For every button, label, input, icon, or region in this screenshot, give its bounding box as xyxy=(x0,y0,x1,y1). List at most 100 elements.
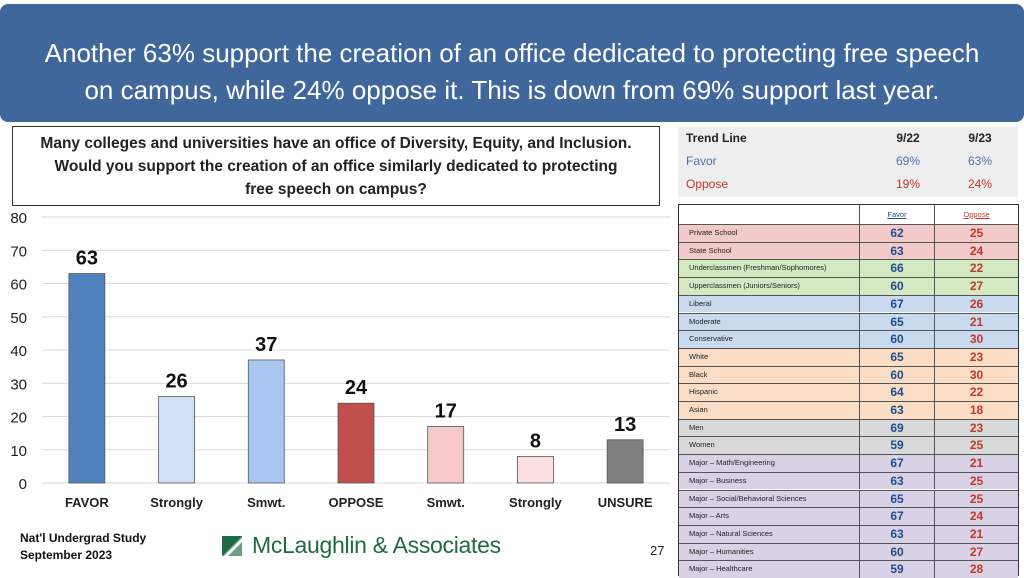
logo-mark-icon xyxy=(222,536,242,556)
footer-line-2: September 2023 xyxy=(20,548,113,562)
subgroup-oppose-value: 30 xyxy=(934,366,1018,384)
subgroup-favor-value: 60 xyxy=(859,331,934,348)
subgroup-label: State School xyxy=(679,242,859,260)
y-tick-label: 70 xyxy=(10,243,27,260)
subgroup-label: Asian xyxy=(679,402,859,419)
question-line-2: Would you support the creation of an off… xyxy=(54,158,618,175)
bar xyxy=(158,396,195,484)
subgroup-favor-value: 67 xyxy=(859,455,934,472)
subgroup-oppose-value: 26 xyxy=(934,295,1018,313)
subgroup-row: Major – Natural Sciences 63 21 xyxy=(679,524,1018,543)
y-tick-label: 10 xyxy=(10,443,27,460)
subgroup-oppose-value: 22 xyxy=(934,384,1018,401)
bar xyxy=(68,273,106,484)
data-label: 8 xyxy=(530,430,541,452)
subgroup-favor-value: 60 xyxy=(859,366,934,384)
subgroup-row: Major – Healthcare 59 28 xyxy=(679,560,1018,578)
y-tick-label: 40 xyxy=(10,343,27,360)
subgroup-favor-value: 65 xyxy=(859,348,934,366)
subgroup-label: Private School xyxy=(679,225,859,242)
banner-line-1: Another 63% support the creation of an o… xyxy=(44,38,980,68)
x-category-label: OPPOSE xyxy=(329,495,384,510)
trend-favor-2: 63% xyxy=(967,154,993,168)
subgroup-favor-value: 67 xyxy=(859,295,934,313)
subgroup-oppose-value: 24 xyxy=(934,508,1018,525)
subgroup-favor-value: 66 xyxy=(859,260,934,278)
y-tick-label: 0 xyxy=(19,476,27,493)
subgroup-row: Major – Humanities 60 27 xyxy=(679,542,1018,561)
subgroup-row: Liberal 67 26 xyxy=(679,294,1018,313)
subgroup-row: Major – Arts 67 24 xyxy=(679,507,1018,525)
subgroup-favor-value: 60 xyxy=(859,543,934,561)
subgroup-favor-value: 65 xyxy=(859,313,934,331)
subgroup-label: Black xyxy=(679,366,859,384)
subgroup-row: Underclassmen (Freshman/Sophomores) 66 22 xyxy=(679,259,1018,278)
trend-header-label: Trend Line xyxy=(686,131,747,145)
subgroup-label: Major – Social/Behavioral Sciences xyxy=(679,490,859,508)
subgroup-row: Hispanic 64 22 xyxy=(679,383,1018,401)
bar xyxy=(247,359,285,484)
x-category-label: Strongly xyxy=(150,495,203,510)
subgroup-favor-value: 60 xyxy=(859,278,934,295)
subgroup-row: Moderate 65 21 xyxy=(679,312,1018,331)
subgroup-oppose-value: 18 xyxy=(934,402,1018,419)
data-label: 13 xyxy=(614,414,636,436)
subgroup-oppose-value: 23 xyxy=(934,419,1018,437)
data-label: 24 xyxy=(345,377,368,399)
bar xyxy=(427,426,465,484)
subgroup-row: Black 60 30 xyxy=(679,365,1018,384)
subgroup-header-oppose: Oppose xyxy=(934,205,1018,224)
subgroup-favor-value: 69 xyxy=(859,419,934,437)
trend-favor-label: Favor xyxy=(686,154,717,168)
subgroup-label: White xyxy=(679,348,859,366)
y-tick-label: 30 xyxy=(10,376,27,393)
subgroup-favor-value: 63 xyxy=(859,402,934,419)
subgroup-favor-value: 59 xyxy=(859,437,934,455)
trend-header-row: Trend Line 9/22 9/23 xyxy=(678,127,1018,150)
subgroup-favor-value: 64 xyxy=(859,384,934,401)
y-tick-label: 20 xyxy=(10,410,27,427)
subgroup-favor-value: 65 xyxy=(859,490,934,508)
x-category-label: Smwt. xyxy=(247,495,285,510)
x-category-label: FAVOR xyxy=(65,495,109,510)
subgroup-label: Liberal xyxy=(679,295,859,313)
page-number: 27 xyxy=(650,543,665,558)
subgroup-oppose-value: 30 xyxy=(934,331,1018,348)
subgroup-oppose-value: 25 xyxy=(934,225,1018,242)
subgroup-row: Major – Business 63 25 xyxy=(679,471,1018,490)
x-category-label: Smwt. xyxy=(427,495,465,510)
subgroup-row: White 65 23 xyxy=(679,347,1018,366)
data-label: 26 xyxy=(165,371,187,393)
subgroup-favor-value: 63 xyxy=(859,525,934,543)
subgroup-label: Men xyxy=(679,419,859,437)
subgroup-label: Hispanic xyxy=(679,384,859,401)
subgroup-row: Major – Social/Behavioral Sciences 65 25 xyxy=(679,489,1018,508)
subgroup-row: Private School 62 25 xyxy=(679,224,1018,242)
subgroup-favor-value: 67 xyxy=(859,508,934,525)
subgroup-oppose-value: 24 xyxy=(934,242,1018,260)
subgroup-oppose-value: 25 xyxy=(934,490,1018,508)
trend-line-table: Trend Line 9/22 9/23 Favor 69% 63% Oppos… xyxy=(678,127,1018,197)
trend-favor-1: 69% xyxy=(895,154,921,168)
subgroup-oppose-value: 28 xyxy=(934,561,1018,578)
trend-oppose-1: 19% xyxy=(895,177,921,191)
bar xyxy=(337,402,375,484)
data-label: 17 xyxy=(435,400,457,422)
subgroup-label: Major – Math/Engineering xyxy=(679,455,859,472)
question-line-3: free speech on campus? xyxy=(245,181,427,198)
subgroup-table: Favor Oppose Private School 62 25 State Sch… xyxy=(678,204,1019,578)
subgroup-oppose-value: 27 xyxy=(934,543,1018,561)
subgroup-label: Major – Natural Sciences xyxy=(679,525,859,543)
trend-col-1: 9/22 xyxy=(896,131,920,145)
y-tick-label: 60 xyxy=(10,277,27,294)
subgroup-header-favor: Favor xyxy=(859,205,934,224)
logo-text: McLaughlin & Associates xyxy=(252,532,501,558)
subgroup-label: Major – Healthcare xyxy=(679,561,859,578)
footer-study: Nat'l Undergrad Study September 2023 xyxy=(20,530,146,564)
subgroup-row: State School 63 24 xyxy=(679,241,1018,260)
bar xyxy=(606,439,644,484)
subgroup-label: Major – Business xyxy=(679,472,859,490)
y-tick-label: 50 xyxy=(10,310,27,327)
subgroup-oppose-value: 21 xyxy=(934,455,1018,472)
subgroup-oppose-value: 25 xyxy=(934,437,1018,455)
